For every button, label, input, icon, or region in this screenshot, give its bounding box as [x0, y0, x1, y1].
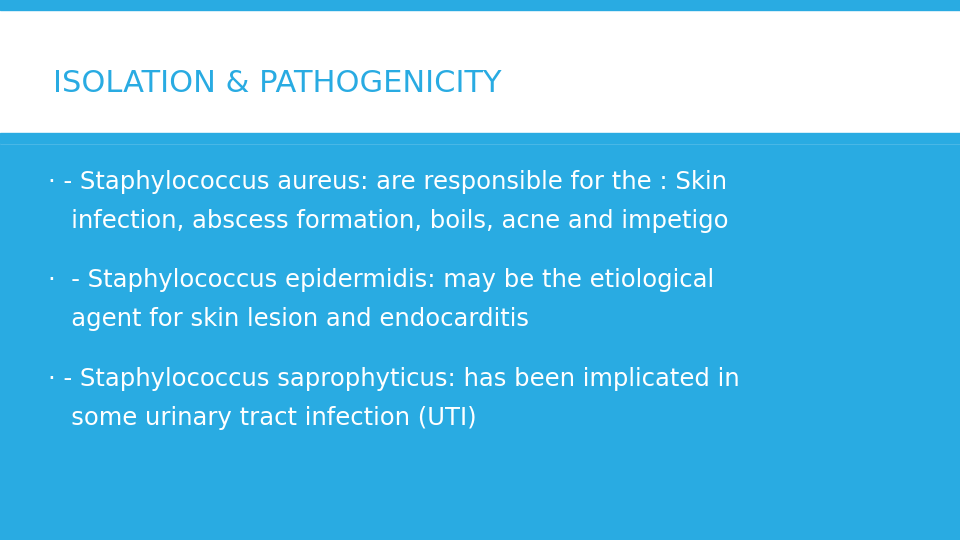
Text: agent for skin lesion and endocarditis: agent for skin lesion and endocarditis	[48, 307, 529, 331]
Text: infection, abscess formation, boils, acne and impetigo: infection, abscess formation, boils, acn…	[48, 209, 729, 233]
Bar	[0, 0, 960, 10]
Text: · - Staphylococcus aureus: are responsible for the : Skin: · - Staphylococcus aureus: are responsib…	[48, 170, 727, 194]
Bar	[0, 133, 960, 143]
Text: · - Staphylococcus saprophyticus: has been implicated in: · - Staphylococcus saprophyticus: has be…	[48, 367, 739, 390]
Text: ISOLATION & PATHOGENICITY: ISOLATION & PATHOGENICITY	[53, 69, 501, 98]
Text: some urinary tract infection (UTI): some urinary tract infection (UTI)	[48, 406, 476, 429]
Text: ·  - Staphylococcus epidermidis: may be the etiological: · - Staphylococcus epidermidis: may be t…	[48, 268, 714, 292]
Bar	[0, 10, 960, 143]
